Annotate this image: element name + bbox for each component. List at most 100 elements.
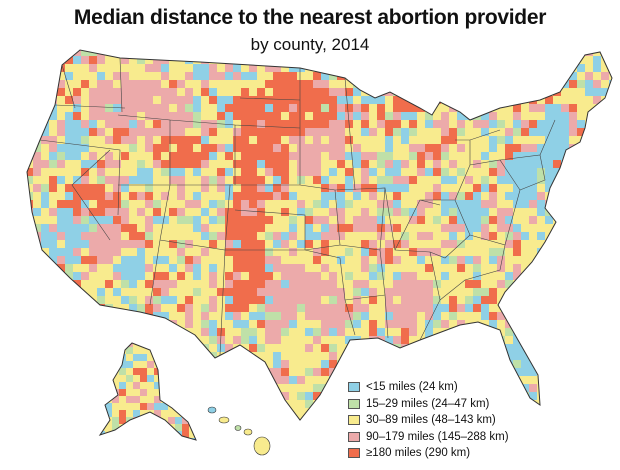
county-cell: [297, 336, 306, 345]
county-cell: [569, 152, 578, 161]
county-cell: [225, 312, 234, 321]
county-cell: [241, 288, 250, 297]
county-cell: [113, 144, 122, 153]
county-cell: [27, 368, 34, 377]
county-cell: [329, 312, 338, 321]
county-cell: [425, 360, 434, 369]
county-cell: [329, 80, 338, 89]
county-cell: [489, 368, 498, 377]
county-cell: [137, 304, 146, 313]
county-cell: [249, 376, 258, 385]
county-cell: [81, 376, 90, 385]
county-cell: [385, 344, 394, 353]
county-cell: [41, 408, 50, 417]
county-cell: [481, 96, 490, 105]
county-cell: [145, 336, 154, 345]
county-cell: [145, 56, 154, 65]
county-cell: [513, 152, 522, 161]
county-cell: [185, 344, 194, 353]
county-cell: [289, 424, 297, 432]
county-cell: [113, 312, 122, 321]
county-cell: [529, 200, 538, 209]
county-cell: [185, 288, 194, 297]
county-cell: [393, 360, 402, 369]
county-cell: [545, 104, 554, 113]
county-cell: [593, 320, 602, 329]
county-cell: [189, 375, 196, 383]
county-cell: [273, 376, 282, 385]
county-cell: [361, 112, 370, 121]
county-cell: [105, 88, 114, 97]
county-cell: [89, 408, 98, 417]
county-cell: [217, 80, 226, 89]
county-cell: [49, 312, 58, 321]
county-cell: [209, 176, 218, 185]
county-cell: [577, 248, 586, 257]
county-cell: [489, 240, 498, 249]
county-cell: [369, 104, 378, 113]
county-cell: [393, 104, 402, 113]
county-cell: [81, 344, 90, 353]
county-cell: [81, 360, 90, 369]
county-cell: [33, 272, 42, 281]
county-cell: [329, 112, 338, 121]
county-cell: [337, 184, 346, 193]
county-cell: [209, 200, 218, 209]
county-cell: [465, 344, 474, 353]
county-cell: [417, 360, 426, 369]
county-cell: [169, 248, 178, 257]
county-cell: [505, 56, 514, 65]
county-cell: [257, 64, 266, 73]
legend-swatch: [348, 415, 360, 426]
county-cell: [169, 192, 178, 201]
county-cell: [473, 64, 482, 73]
county-cell: [168, 410, 176, 418]
county-cell: [225, 64, 234, 73]
county-cell: [545, 80, 554, 89]
county-cell: [65, 256, 74, 265]
county-cell: [281, 256, 290, 265]
county-cell: [329, 264, 338, 273]
county-cell: [449, 352, 458, 361]
county-cell: [353, 128, 362, 137]
county-cell: [265, 160, 274, 169]
county-cell: [425, 304, 434, 313]
county-cell: [401, 64, 410, 73]
county-cell: [233, 64, 242, 73]
county-cell: [193, 128, 202, 137]
county-cell: [593, 184, 602, 193]
county-cell: [73, 400, 82, 409]
county-cell: [321, 64, 330, 73]
county-cell: [196, 431, 203, 438]
county-cell: [201, 50, 210, 57]
county-cell: [345, 240, 354, 249]
county-cell: [113, 64, 122, 73]
county-cell: [177, 128, 186, 137]
county-cell: [233, 256, 242, 265]
county-cell: [545, 168, 554, 177]
county-cell: [209, 336, 218, 345]
county-cell: [113, 224, 122, 233]
county-cell: [449, 144, 458, 153]
county-cell: [425, 272, 434, 281]
county-cell: [345, 312, 354, 321]
county-cell: [593, 280, 602, 289]
county-cell: [425, 72, 434, 81]
county-cell: [537, 344, 546, 353]
county-cell: [577, 176, 586, 185]
county-cell: [265, 176, 274, 185]
county-cell: [345, 248, 354, 257]
county-cell: [209, 128, 218, 137]
county-cell: [329, 384, 338, 393]
county-cell: [401, 144, 410, 153]
county-cell: [27, 296, 34, 305]
county-cell: [113, 248, 122, 257]
county-cell: [297, 200, 306, 209]
county-cell: [585, 248, 594, 257]
county-cell: [481, 304, 490, 313]
county-cell: [168, 375, 176, 383]
county-cell: [33, 192, 42, 201]
county-cell: [593, 360, 602, 369]
county-cell: [297, 160, 306, 169]
county-cell: [321, 176, 330, 185]
